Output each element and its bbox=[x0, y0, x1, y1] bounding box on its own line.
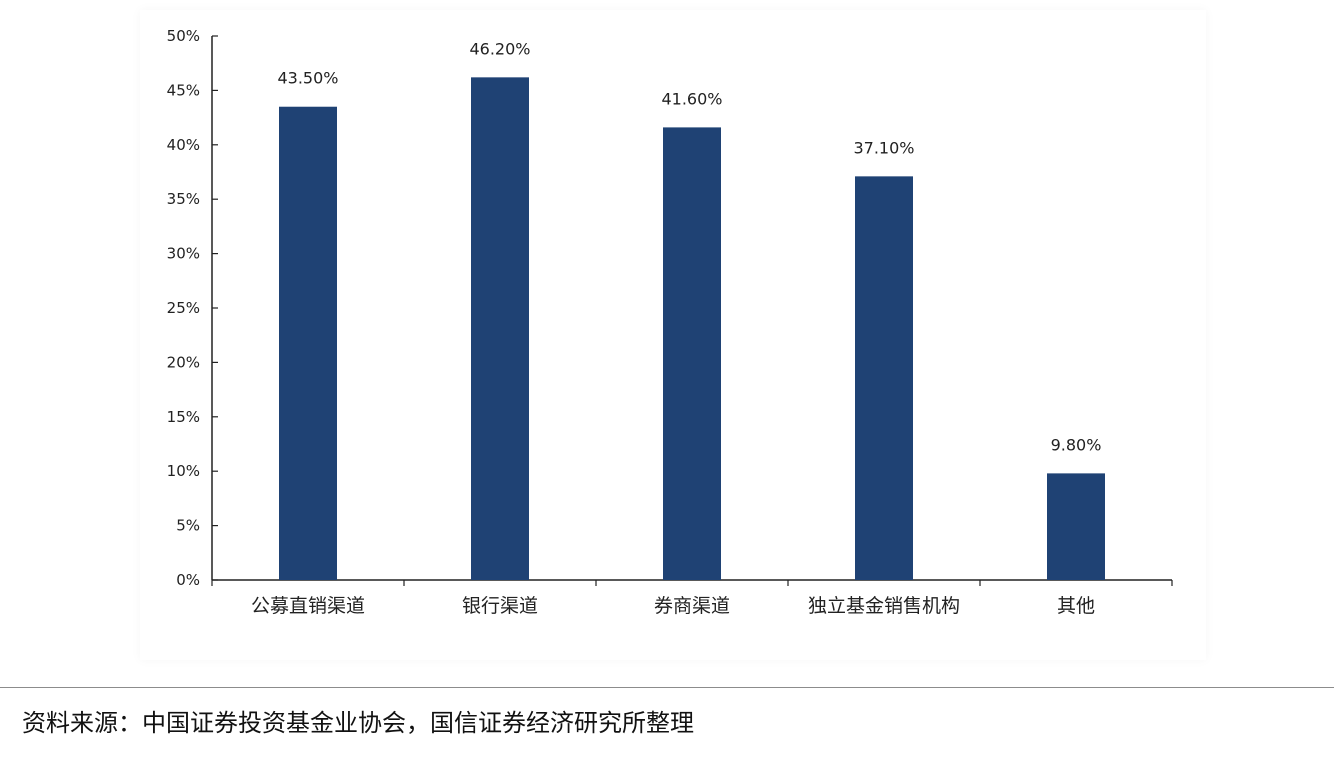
source-divider bbox=[0, 687, 1334, 688]
bar bbox=[663, 127, 721, 580]
y-tick-label: 40% bbox=[167, 136, 200, 154]
source-note: 资料来源：中国证券投资基金业协会，国信证券经济研究所整理 bbox=[22, 709, 694, 737]
y-tick-label: 45% bbox=[167, 81, 200, 99]
bar bbox=[1047, 473, 1105, 580]
category-label: 银行渠道 bbox=[462, 595, 538, 617]
data-label: 41.60% bbox=[661, 89, 722, 108]
bar bbox=[855, 176, 913, 581]
y-tick-label: 35% bbox=[167, 190, 200, 208]
y-tick-label: 25% bbox=[167, 299, 200, 317]
y-tick-label: 20% bbox=[167, 353, 200, 371]
y-tick-label: 0% bbox=[176, 571, 200, 589]
y-tick-label: 15% bbox=[167, 408, 200, 426]
y-tick-label: 50% bbox=[167, 27, 200, 45]
category-label: 独立基金销售机构 bbox=[808, 595, 960, 617]
category-label: 公募直销渠道 bbox=[251, 595, 365, 617]
category-label: 券商渠道 bbox=[654, 595, 730, 617]
bar bbox=[279, 106, 337, 580]
data-label: 37.10% bbox=[853, 138, 914, 157]
data-label: 43.50% bbox=[277, 69, 338, 88]
y-tick-label: 5% bbox=[176, 517, 200, 535]
bar-chart: 0% 5% 10% 15% 20% 25% 30% 35% 40% 45% 50% 43.50% 公募直… bbox=[167, 27, 1173, 617]
data-label: 9.80% bbox=[1051, 435, 1102, 454]
category-label: 其他 bbox=[1057, 595, 1095, 617]
y-tick-label: 30% bbox=[167, 245, 200, 263]
data-label: 46.20% bbox=[469, 39, 530, 58]
y-tick-label: 10% bbox=[167, 462, 200, 480]
bar bbox=[471, 77, 529, 581]
